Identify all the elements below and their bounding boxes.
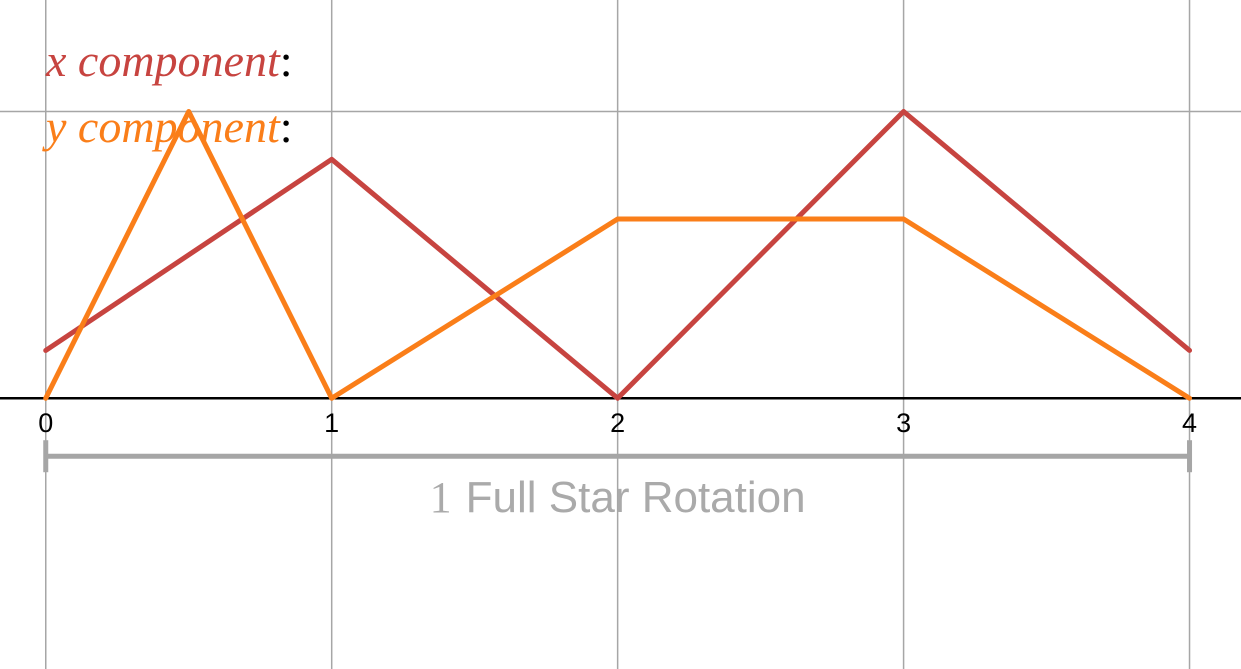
series-lines — [43, 109, 1193, 401]
x-tick-label-2: 2 — [610, 408, 625, 438]
legend-item-y-component: y component: — [42, 101, 293, 152]
x-tick-label-4: 4 — [1182, 408, 1197, 438]
legend-label-x: x component — [45, 35, 281, 86]
rotation-bracket: 1 Full Star Rotation — [43, 440, 1193, 522]
x-tick-label-0: 0 — [38, 408, 53, 438]
legend-colon-y: : — [280, 101, 293, 152]
bracket-label: 1 Full Star Rotation — [430, 473, 806, 522]
legend-label-y: y component — [42, 101, 281, 152]
x-tick-label-1: 1 — [324, 408, 339, 438]
x-tick-labels: 0 1 2 3 4 — [38, 408, 1197, 438]
bracket-text: Full Star Rotation — [466, 473, 806, 522]
x-tick-label-3: 3 — [896, 408, 911, 438]
bracket-number: 1 — [430, 473, 452, 522]
legend-item-x-component: x component: — [45, 35, 293, 86]
series-line-x-component — [43, 109, 1193, 401]
legend-colon-x: : — [280, 35, 293, 86]
series-line-y-component — [43, 109, 1193, 401]
legend: x component: y component: — [42, 35, 293, 152]
